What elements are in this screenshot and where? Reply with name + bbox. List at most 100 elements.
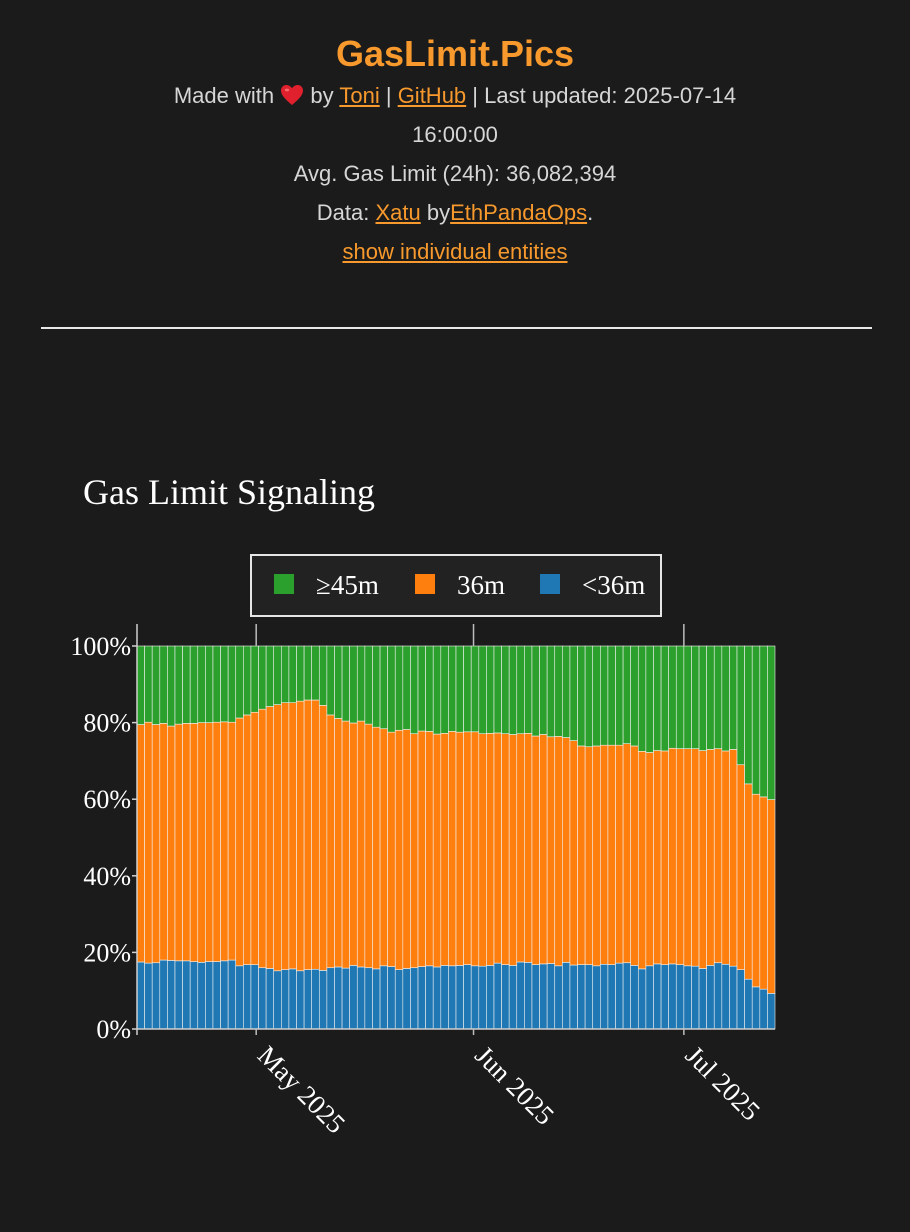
bar-segment bbox=[622, 962, 631, 1030]
bar-segment bbox=[387, 966, 396, 1030]
bar-segment bbox=[501, 733, 510, 965]
bar-segment bbox=[311, 699, 320, 970]
bar-segment bbox=[356, 966, 366, 1030]
bar-segment bbox=[394, 729, 404, 970]
bar-segment bbox=[205, 961, 214, 1030]
bar-segment bbox=[767, 799, 776, 994]
bar-segment bbox=[197, 645, 206, 723]
github-link[interactable]: GitHub bbox=[397, 83, 467, 108]
chart-bars bbox=[136, 645, 776, 1030]
ethpandaops-link[interactable]: EthPandaOps bbox=[450, 200, 588, 225]
bar-segment bbox=[508, 645, 518, 735]
x-tick-label: Jun 2025 bbox=[469, 1040, 560, 1131]
heart-icon bbox=[280, 79, 304, 105]
bar-segment bbox=[744, 645, 753, 785]
bar-segment bbox=[417, 966, 426, 1030]
bar-segment bbox=[318, 645, 328, 706]
bar-segment bbox=[668, 963, 677, 1030]
bar-segment bbox=[698, 968, 707, 1030]
bar-segment bbox=[660, 750, 669, 965]
avg-gas-limit: Avg. Gas Limit (24h): 36,082,394 bbox=[293, 161, 617, 186]
bar-segment bbox=[379, 965, 388, 1030]
bar-segment bbox=[326, 645, 335, 716]
bar-segment bbox=[189, 723, 199, 962]
bar-segment bbox=[630, 745, 639, 966]
bar-segment bbox=[364, 645, 373, 725]
bar-segment bbox=[729, 749, 738, 967]
legend-label: ≥45m bbox=[316, 570, 379, 600]
bar-segment bbox=[432, 645, 442, 735]
bar-segment bbox=[440, 965, 449, 1030]
bar-segment bbox=[751, 986, 761, 1030]
chart-legend: ≥45m 36m <36m bbox=[250, 554, 662, 617]
bar-segment bbox=[205, 722, 214, 962]
bar-segment bbox=[136, 961, 145, 1030]
bar-segment bbox=[364, 967, 373, 1030]
bar-segment bbox=[531, 645, 540, 737]
author-link[interactable]: Toni bbox=[339, 83, 380, 108]
bar-segment bbox=[524, 962, 533, 1030]
legend-item: 36m bbox=[415, 570, 505, 600]
bar-segment bbox=[326, 714, 335, 969]
bar-segment bbox=[691, 965, 700, 1030]
bar-segment bbox=[174, 960, 183, 1030]
bar-segment bbox=[182, 723, 191, 962]
bar-segment bbox=[455, 731, 464, 966]
xatu-link[interactable]: Xatu bbox=[375, 200, 421, 225]
data-by-text: by bbox=[426, 200, 451, 225]
bar-segment bbox=[501, 645, 510, 735]
legend-item: ≥45m bbox=[274, 570, 379, 600]
bar-segment bbox=[691, 748, 700, 967]
y-tick-label: 100% bbox=[70, 632, 131, 661]
bar-segment bbox=[356, 645, 366, 722]
bar-segment bbox=[349, 722, 358, 966]
bar-segment bbox=[554, 965, 563, 1030]
bar-segment bbox=[713, 748, 723, 964]
bar-segment bbox=[630, 645, 639, 747]
bar-segment bbox=[653, 645, 662, 751]
bar-segment bbox=[584, 746, 594, 965]
bar-segment bbox=[622, 743, 631, 964]
bar-segment bbox=[144, 721, 153, 964]
bar-segment bbox=[569, 645, 578, 741]
bar-segment bbox=[531, 735, 540, 965]
bar-segment bbox=[744, 783, 753, 980]
show-individual-entities-link[interactable]: show individual entities bbox=[342, 239, 568, 264]
bar-segment bbox=[151, 962, 161, 1030]
bar-segment bbox=[349, 965, 358, 1030]
bar-segment bbox=[349, 645, 358, 724]
x-tick-label: May 2025 bbox=[252, 1040, 351, 1139]
bar-segment bbox=[539, 734, 548, 965]
bar-segment bbox=[296, 645, 305, 702]
bar-segment bbox=[577, 745, 586, 965]
legend-swatch bbox=[415, 574, 435, 594]
y-axis: 0% 20% 40% 60% 80% 100% bbox=[70, 624, 138, 1044]
bar-segment bbox=[372, 968, 381, 1030]
separator: | bbox=[472, 83, 479, 108]
legend-item: <36m bbox=[540, 570, 645, 600]
bar-segment bbox=[463, 645, 472, 733]
bar-segment bbox=[334, 645, 343, 719]
bar-segment bbox=[539, 963, 548, 1030]
bar-segment bbox=[258, 645, 267, 710]
bar-segment bbox=[394, 645, 404, 731]
bar-segment bbox=[478, 733, 487, 967]
bar-segment bbox=[592, 965, 601, 1030]
bar-segment bbox=[683, 965, 692, 1030]
bar-segment bbox=[584, 964, 594, 1030]
bar-segment bbox=[721, 750, 730, 965]
bar-segment bbox=[227, 721, 237, 961]
y-tick-label: 0% bbox=[96, 1015, 131, 1044]
bar-segment bbox=[402, 645, 411, 730]
bar-segment bbox=[432, 966, 442, 1030]
bar-segment bbox=[250, 711, 259, 965]
bar-segment bbox=[402, 968, 411, 1030]
data-credit: Data: Xatu byEthPandaOps. bbox=[0, 193, 910, 232]
y-tick-label: 20% bbox=[83, 938, 131, 967]
bar-segment bbox=[713, 962, 723, 1030]
bar-segment bbox=[159, 723, 168, 961]
bar-segment bbox=[334, 966, 343, 1030]
bar-segment bbox=[448, 645, 457, 732]
x-tick-label: Jul 2025 bbox=[680, 1040, 766, 1126]
bar-segment bbox=[174, 645, 183, 725]
